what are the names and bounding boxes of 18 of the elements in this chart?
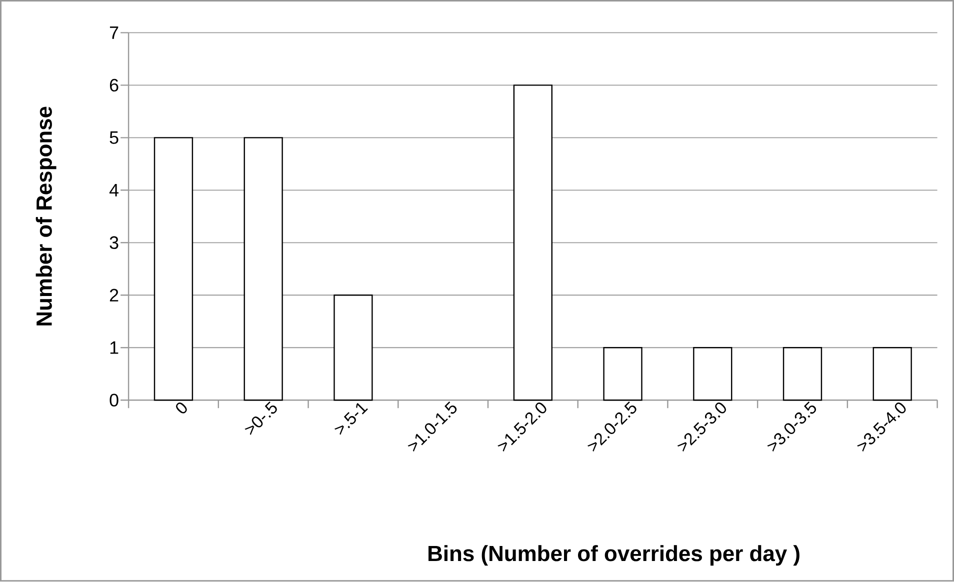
bar bbox=[334, 294, 373, 401]
x-axis-title: Bins (Number of overrides per day ) bbox=[428, 545, 800, 566]
y-tick-label: 5 bbox=[110, 132, 118, 144]
y-tick-label: 1 bbox=[110, 342, 118, 354]
bar bbox=[693, 347, 732, 401]
bar bbox=[872, 347, 912, 401]
x-tick-label: 0 bbox=[176, 402, 187, 414]
y-tick-label: 4 bbox=[109, 184, 119, 197]
bar bbox=[513, 84, 552, 401]
bar bbox=[603, 347, 642, 401]
y-tick-label: 2 bbox=[110, 289, 118, 302]
y-tick-label: 7 bbox=[110, 26, 118, 40]
y-axis-title: Number of Response bbox=[36, 106, 56, 326]
y-tick-label: 6 bbox=[110, 79, 118, 92]
y-tick-label: 3 bbox=[110, 236, 118, 250]
bar bbox=[154, 137, 194, 401]
bar bbox=[782, 347, 822, 401]
bar bbox=[244, 137, 283, 401]
